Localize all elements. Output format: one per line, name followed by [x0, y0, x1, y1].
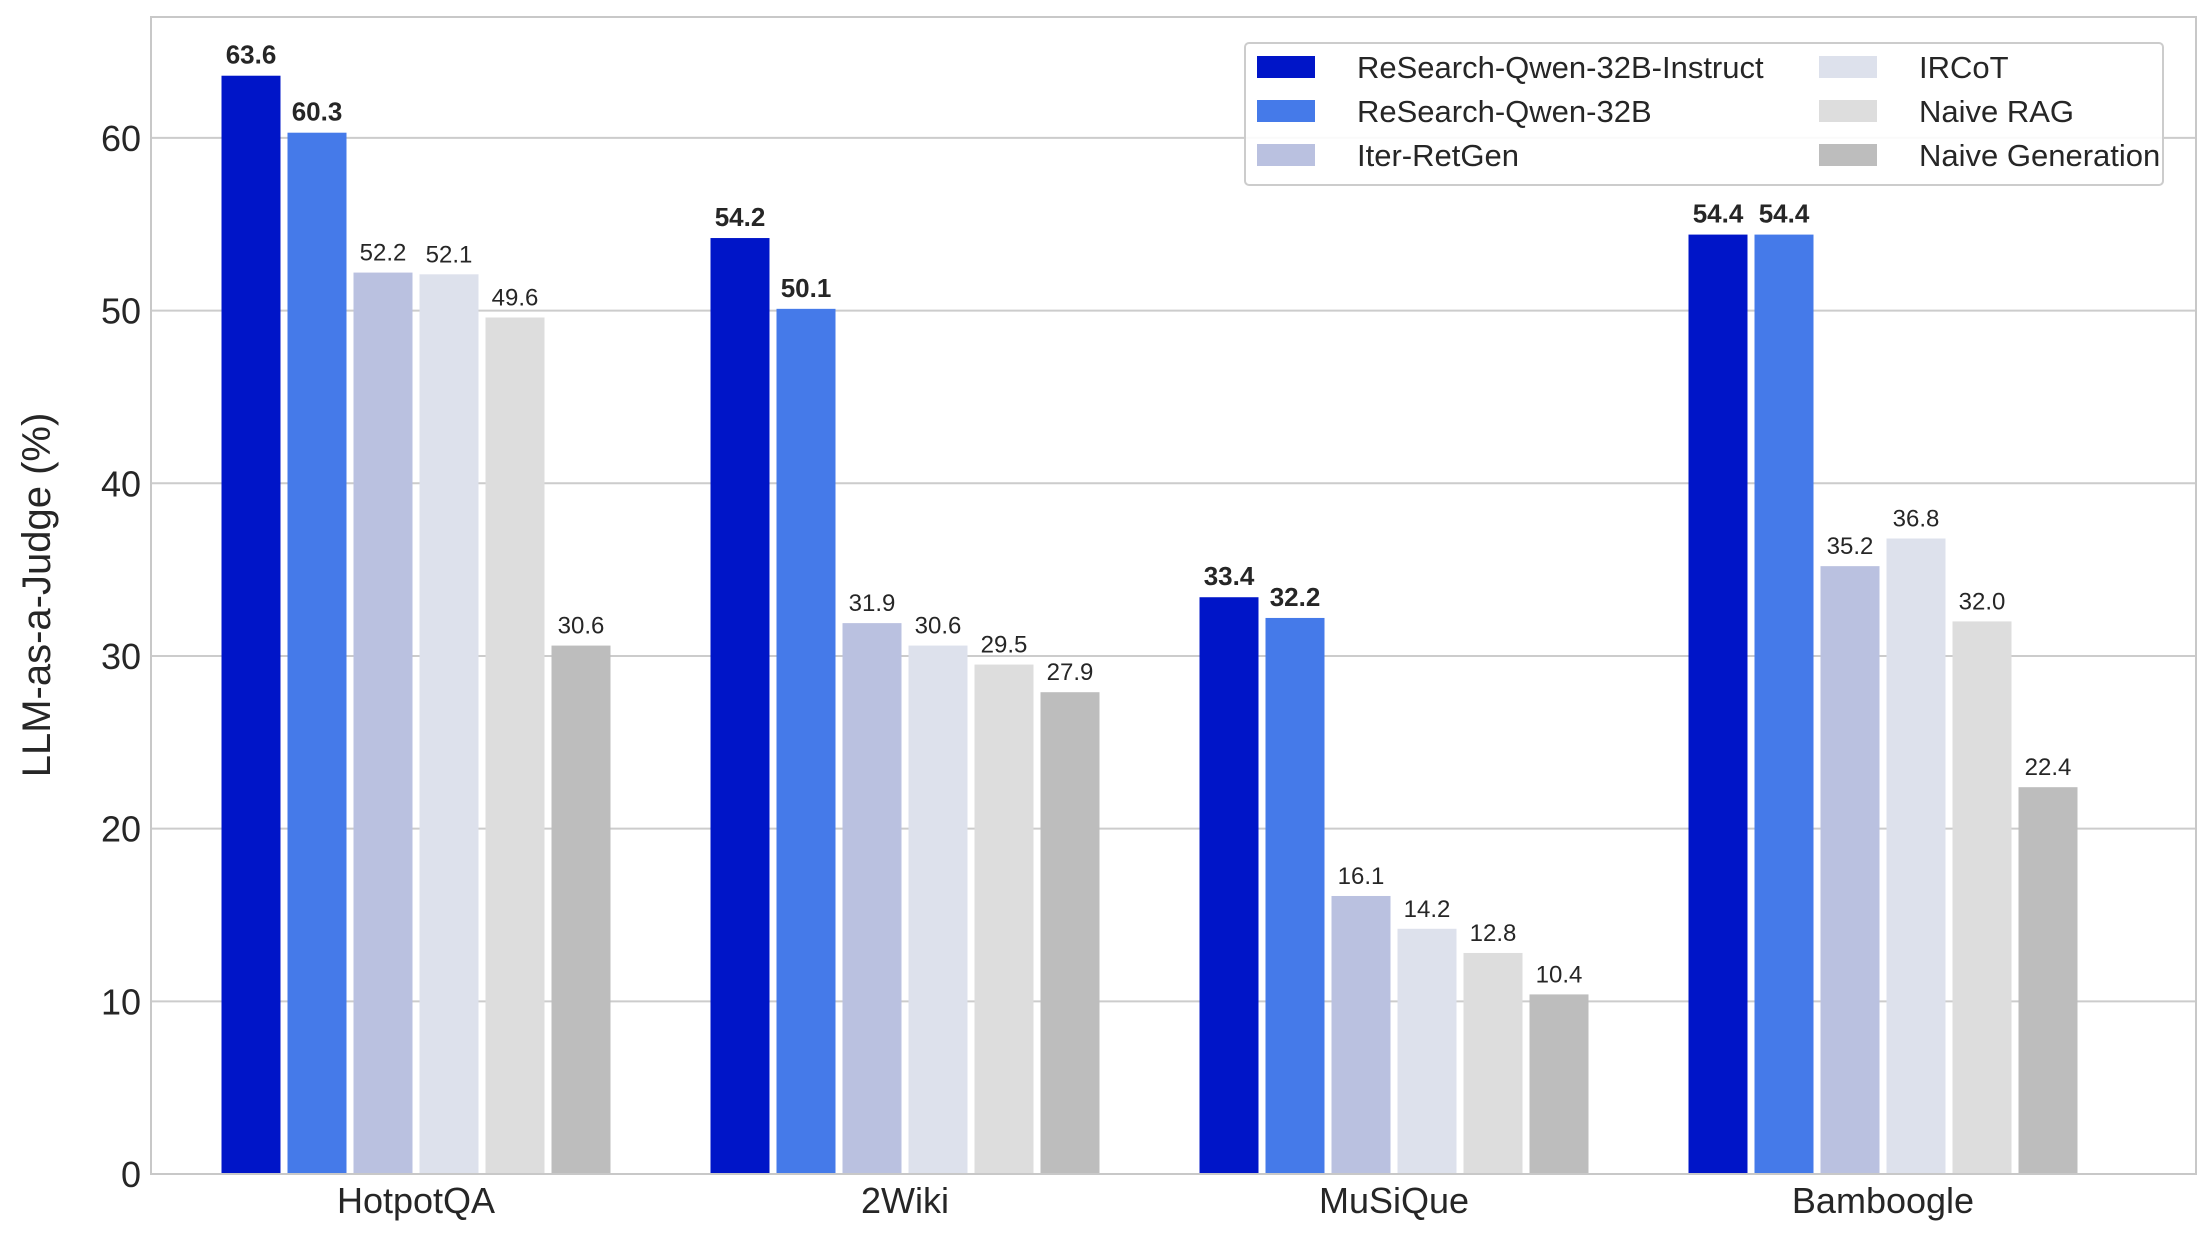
legend: ReSearch-Qwen-32B-Instruct ReSearch-Qwen-… [1244, 42, 2164, 186]
data-label: 30.6 [915, 613, 962, 640]
y-tick-label: 30 [101, 636, 141, 677]
legend-swatch [1257, 100, 1315, 122]
y-tick-label: 60 [101, 118, 141, 159]
data-label: 63.6 [226, 40, 277, 70]
data-label: 60.3 [292, 97, 343, 127]
data-label: 36.8 [1893, 506, 1940, 533]
data-label: 54.2 [715, 202, 766, 232]
bar-2wiki-iter-retgen [842, 623, 902, 1174]
data-label: 49.6 [492, 284, 539, 311]
bar-bamboogle-naive-generation [2018, 787, 2078, 1174]
y-tick-label: 50 [101, 291, 141, 332]
bar-2wiki-research-qwen-32b [776, 308, 836, 1174]
y-tick-label: 0 [121, 1154, 141, 1195]
data-labels: 63.6 60.3 52.2 52.1 49.6 30.6 54.2 50.1 31.9 30.6… [226, 40, 2072, 989]
plot-frame [150, 16, 2197, 1175]
legend-label: ReSearch-Qwen-32B-Instruct [1357, 50, 1764, 85]
data-label: 54.4 [1759, 199, 1810, 229]
bar-bamboogle-naive-rag [1952, 621, 2012, 1174]
data-label: 27.9 [1047, 659, 1094, 686]
bar-2wiki-research-qwen-32b-instruct [710, 238, 770, 1174]
bar-hotpotqa-iter-retgen [353, 272, 413, 1174]
data-label: 52.1 [426, 241, 473, 268]
data-label: 32.2 [1270, 582, 1321, 612]
data-label: 10.4 [1536, 961, 1583, 988]
data-label: 12.8 [1470, 920, 1517, 947]
bars [221, 75, 2078, 1175]
legend-label: Iter-RetGen [1357, 138, 1519, 173]
y-tick-label: 10 [101, 981, 141, 1022]
bar-2wiki-ircot [908, 645, 968, 1174]
x-tick-labels: HotpotQA 2Wiki MuSiQue Bamboogle [337, 1180, 1974, 1221]
bar-bamboogle-research-qwen-32b-instruct [1688, 234, 1748, 1174]
legend-label: Naive RAG [1919, 94, 2074, 129]
data-label: 31.9 [849, 590, 896, 617]
legend-label: IRCoT [1919, 50, 2009, 85]
x-tick-label: Bamboogle [1792, 1180, 1974, 1221]
bar-2wiki-naive-rag [974, 664, 1034, 1174]
data-label: 16.1 [1338, 863, 1385, 890]
bar-bamboogle-iter-retgen [1820, 566, 1880, 1174]
legend-swatch [1819, 56, 1877, 78]
y-tick-labels: 0 10 20 30 40 50 60 [101, 118, 141, 1195]
bar-musique-naive-generation [1529, 994, 1589, 1174]
data-label: 52.2 [360, 240, 407, 267]
bar-2wiki-naive-generation [1040, 692, 1100, 1174]
data-label: 33.4 [1204, 561, 1255, 591]
data-label: 54.4 [1693, 199, 1744, 229]
data-label: 14.2 [1404, 896, 1451, 923]
legend-label: ReSearch-Qwen-32B [1357, 94, 1652, 129]
legend-swatch [1819, 144, 1877, 166]
bar-hotpotqa-research-qwen-32b [287, 132, 347, 1175]
data-label: 29.5 [981, 632, 1028, 659]
legend-label: Naive Generation [1919, 138, 2160, 173]
bar-hotpotqa-ircot [419, 274, 479, 1174]
x-tick-label: 2Wiki [861, 1180, 949, 1221]
legend-swatch [1257, 144, 1315, 166]
bar-musique-naive-rag [1463, 952, 1523, 1174]
x-tick-label: HotpotQA [337, 1180, 495, 1221]
data-label: 22.4 [2025, 754, 2072, 781]
data-label: 35.2 [1827, 533, 1874, 560]
legend-frame [1244, 42, 2164, 186]
x-tick-label: MuSiQue [1319, 1180, 1469, 1221]
data-label: 32.0 [1959, 588, 2006, 615]
legend-swatch [1819, 100, 1877, 122]
bar-hotpotqa-research-qwen-32b-instruct [221, 75, 281, 1175]
y-tick-label: 20 [101, 809, 141, 850]
y-tick-label: 40 [101, 463, 141, 504]
legend-swatch [1257, 56, 1315, 78]
bar-bamboogle-ircot [1886, 538, 1946, 1174]
data-label: 50.1 [781, 273, 832, 303]
bar-musique-research-qwen-32b [1265, 617, 1325, 1174]
y-axis-label: LLM-as-a-Judge (%) [15, 413, 59, 778]
bar-hotpotqa-naive-rag [485, 317, 545, 1175]
bar-musique-research-qwen-32b-instruct [1199, 597, 1259, 1174]
bar-musique-iter-retgen [1331, 895, 1391, 1174]
data-label: 30.6 [558, 613, 605, 640]
bar-hotpotqa-naive-generation [551, 645, 611, 1174]
bar-musique-ircot [1397, 928, 1457, 1174]
bar-bamboogle-research-qwen-32b [1754, 234, 1814, 1174]
